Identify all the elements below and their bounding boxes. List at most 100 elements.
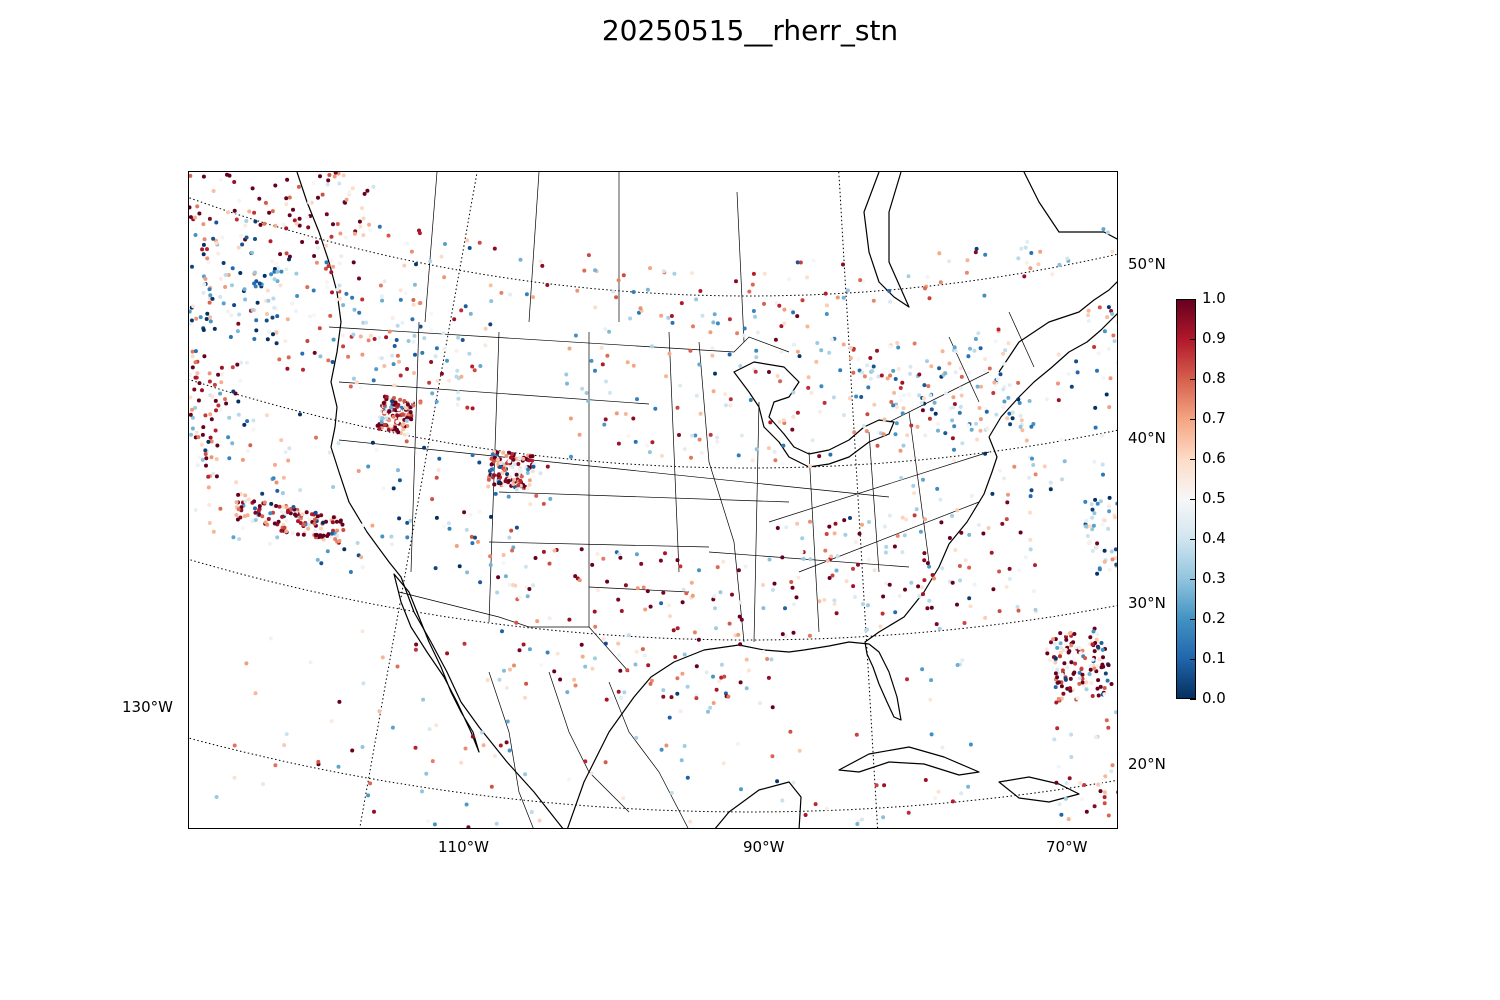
station-point: [754, 447, 759, 452]
station-point: [1091, 629, 1096, 634]
station-point: [395, 323, 400, 328]
station-point: [489, 514, 493, 519]
station-point: [1097, 657, 1102, 662]
station-point: [305, 339, 310, 343]
station-point: [797, 354, 802, 359]
station-point: [747, 289, 752, 294]
station-point: [547, 561, 552, 566]
station-point: [350, 186, 355, 191]
station-point: [824, 806, 829, 811]
station-point: [366, 464, 371, 469]
station-point: [900, 411, 905, 416]
station-point: [577, 432, 582, 437]
lat-label-40n: 40°N: [1128, 429, 1166, 447]
station-point: [1054, 780, 1059, 785]
station-point: [387, 409, 392, 414]
station-point: [206, 439, 211, 444]
station-point: [790, 427, 795, 432]
station-point: [675, 558, 680, 563]
station-point: [1053, 671, 1058, 676]
station-point: [1102, 795, 1107, 800]
station-point: [1084, 680, 1089, 685]
station-point: [603, 327, 608, 332]
station-point: [282, 525, 287, 530]
station-point: [1048, 480, 1053, 485]
station-point: [386, 233, 391, 238]
station-point: [281, 475, 286, 480]
station-point: [1069, 643, 1074, 648]
station-point: [1080, 680, 1085, 685]
station-point: [403, 291, 408, 296]
station-point: [1105, 315, 1110, 320]
station-point: [412, 282, 417, 287]
station-point: [324, 260, 329, 265]
station-point: [389, 423, 394, 428]
station-point: [1110, 249, 1115, 254]
station-point: [390, 316, 395, 321]
station-point: [273, 183, 278, 188]
station-point: [507, 535, 512, 540]
station-point: [433, 566, 438, 571]
station-point: [1088, 524, 1093, 529]
station-point: [290, 301, 295, 306]
station-point: [203, 452, 208, 456]
station-point: [189, 318, 194, 323]
colorbar-tick: [1190, 659, 1196, 660]
station-point: [190, 365, 195, 370]
station-point: [1005, 500, 1010, 505]
station-point: [791, 414, 796, 419]
station-point: [866, 557, 871, 562]
station-point: [218, 506, 223, 511]
station-point: [242, 422, 247, 427]
station-point: [1111, 333, 1116, 338]
station-point: [1033, 472, 1038, 477]
station-point: [791, 602, 796, 607]
station-point: [344, 291, 349, 296]
station-point: [1090, 694, 1095, 698]
station-point: [215, 443, 220, 448]
station-point: [952, 345, 957, 350]
station-point: [337, 699, 342, 704]
station-point: [912, 513, 917, 518]
station-point: [327, 173, 332, 177]
station-point: [301, 532, 306, 537]
station-point: [1090, 642, 1095, 647]
station-point: [510, 548, 515, 553]
station-point: [300, 512, 305, 517]
station-point: [909, 580, 914, 585]
station-point: [800, 536, 805, 541]
station-point: [463, 746, 468, 751]
station-point: [1065, 256, 1070, 261]
station-point: [830, 573, 835, 578]
station-point: [1059, 437, 1064, 442]
station-point: [360, 565, 365, 570]
station-point: [815, 341, 820, 345]
station-point: [521, 642, 526, 647]
station-point: [1004, 517, 1009, 522]
station-point: [213, 428, 218, 433]
station-point: [384, 335, 389, 340]
station-point: [1097, 567, 1102, 572]
station-point: [313, 528, 317, 533]
station-point: [350, 748, 355, 753]
station-point: [631, 290, 636, 294]
station-point: [950, 580, 955, 585]
station-point: [511, 545, 516, 550]
station-point: [1063, 676, 1068, 681]
station-point: [565, 381, 569, 386]
station-point: [874, 783, 879, 788]
station-point: [1113, 547, 1117, 552]
station-point: [753, 369, 758, 374]
station-point: [982, 368, 987, 373]
station-point: [331, 222, 335, 227]
station-point: [269, 501, 274, 506]
station-point: [205, 247, 209, 252]
station-point: [1001, 405, 1006, 410]
station-point: [201, 425, 206, 430]
station-point: [214, 220, 219, 225]
station-point: [995, 377, 1000, 382]
station-point: [592, 656, 597, 661]
station-point: [708, 705, 713, 710]
station-point: [370, 523, 375, 528]
station-point: [736, 568, 741, 573]
